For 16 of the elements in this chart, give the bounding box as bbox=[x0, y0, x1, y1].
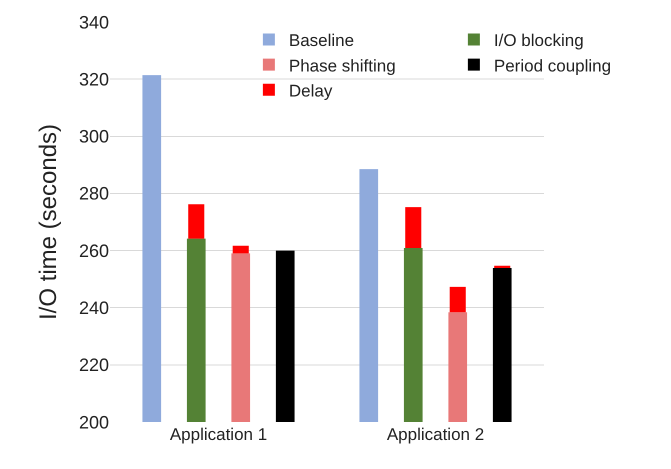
legend-label: Delay bbox=[288, 81, 333, 100]
y-tick-label: 280 bbox=[78, 184, 109, 204]
x-tick-label: Application 1 bbox=[170, 425, 268, 444]
y-tick-label: 300 bbox=[78, 126, 109, 147]
y-tick-label: 260 bbox=[78, 240, 109, 261]
y-tick-label: 240 bbox=[78, 298, 109, 318]
legend-label: Period coupling bbox=[494, 56, 612, 76]
y-tick-label: 200 bbox=[78, 412, 109, 432]
legend-label: Phase shifting bbox=[288, 56, 396, 76]
y-tick-label: 220 bbox=[78, 355, 109, 376]
legend-label: Baseline bbox=[288, 31, 354, 50]
y-tick-label: 320 bbox=[78, 69, 109, 90]
x-tick-label: Application 2 bbox=[386, 425, 484, 444]
y-tick-label: 340 bbox=[78, 12, 109, 32]
y-axis-title: I/O time (seconds) bbox=[35, 124, 62, 320]
legend-label: I/O blocking bbox=[494, 31, 584, 50]
